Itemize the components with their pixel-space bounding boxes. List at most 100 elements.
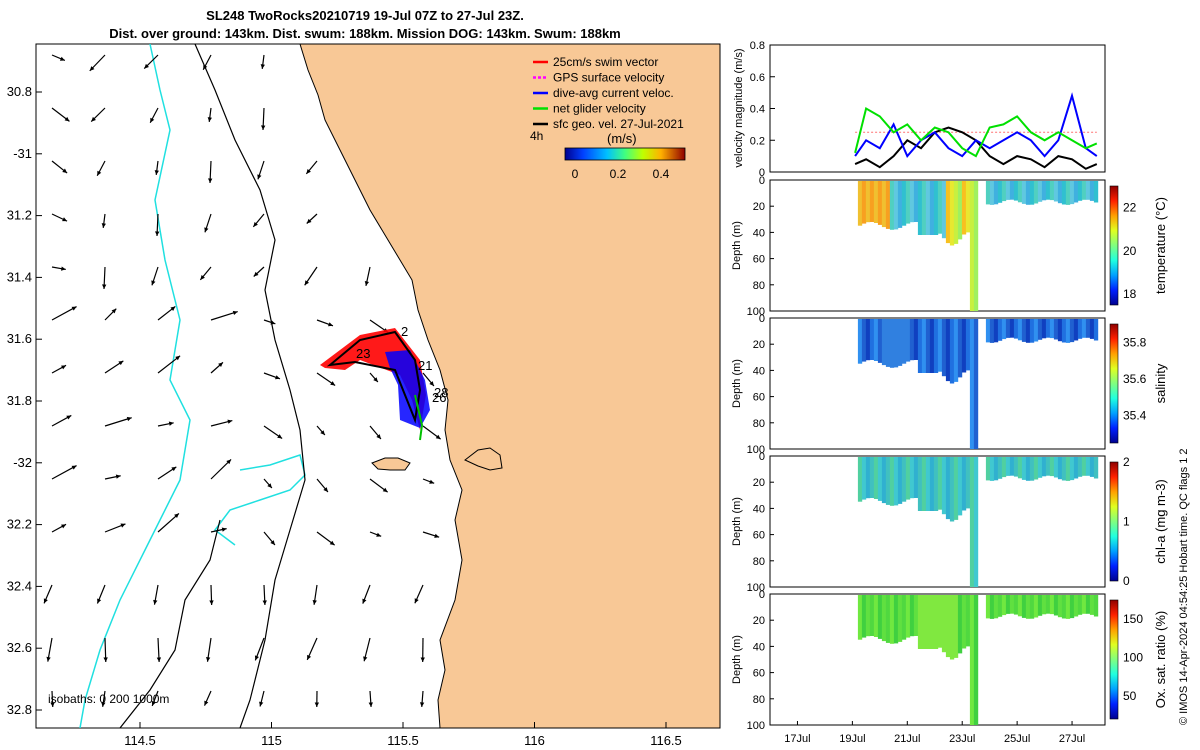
current-arrow-head: [368, 702, 373, 707]
date-tick-label: 21Jul: [894, 733, 920, 745]
current-arrow-head: [232, 310, 238, 316]
lat-tick-label: 31.8: [7, 393, 32, 408]
current-arrow-head: [362, 598, 367, 604]
current-arrow-head: [376, 532, 382, 537]
depth-tick-label: 20: [753, 339, 765, 351]
lon-tick-label: 115: [261, 733, 282, 748]
legend-time-label: 4h: [530, 129, 543, 143]
current-arrow-head: [329, 540, 335, 546]
current-arrow-head: [144, 63, 149, 69]
colorbar-tick-label: 0: [572, 167, 579, 181]
current-arrow-head: [267, 483, 272, 489]
velocity-tick-label: 0: [759, 167, 765, 179]
panel-colorbar: [1109, 461, 1119, 582]
velocity-axes: [769, 44, 1106, 173]
lon-tick-label: 115.5: [387, 733, 419, 748]
current-arrow-head: [254, 655, 259, 661]
legend-entry-label: dive-avg current veloc.: [553, 86, 674, 100]
depth-tick-label: 0: [759, 313, 765, 325]
current-arrow-head: [260, 64, 265, 69]
current-arrow-head: [60, 266, 66, 271]
current-arrow-head: [174, 513, 179, 519]
colorbar-label: chl-a (mg m-3): [1153, 479, 1168, 564]
current-arrow: [210, 311, 238, 321]
velocity-tick-label: 0.4: [750, 104, 765, 116]
depth-section-heatmap: [857, 595, 1099, 725]
depth-tick-label: 60: [753, 254, 765, 266]
current-arrow-head: [168, 421, 174, 426]
current-arrow-head: [314, 702, 320, 707]
current-arrow-head: [259, 701, 264, 707]
current-arrow-head: [414, 598, 419, 604]
imos-credit: © IMOS 14-Apr-2024 04:54:25 Hobart time.…: [1178, 448, 1190, 725]
map-legend: 25cm/s swim vector GPS surface velocitydi…: [533, 55, 684, 131]
current-arrow-head: [208, 178, 213, 183]
current-arrow-head: [253, 271, 259, 277]
current-arrow-head: [253, 221, 258, 227]
legend-entry-label: GPS surface velocity: [553, 71, 664, 85]
depth-tick-label: 0: [759, 451, 765, 463]
current-arrow-head: [101, 223, 106, 228]
current-arrow-head: [270, 320, 276, 325]
current-arrow: [104, 417, 132, 427]
current-arrow-head: [262, 600, 267, 605]
colorbar-tick-label: 50: [1123, 689, 1137, 703]
depth-tick-label: 60: [753, 668, 765, 680]
panel-colorbar: [1109, 185, 1119, 306]
current-arrow-head: [62, 217, 68, 222]
depth-tick-label: 20: [753, 477, 765, 489]
current-arrow-head: [218, 362, 223, 368]
depth-tick-label: 80: [753, 280, 765, 292]
current-arrow-head: [97, 170, 102, 176]
isobath-200m: [194, 44, 306, 728]
colorbar-unit: (m/s): [607, 131, 637, 146]
current-arrow-head: [115, 474, 121, 479]
depth-tick-label: 100: [747, 444, 765, 456]
glider-track: [320, 328, 430, 441]
lat-tick-label: 31.6: [7, 331, 32, 346]
track-day-label: 21: [418, 358, 432, 373]
depth-tick-label: 0: [759, 589, 765, 601]
current-arrow-head: [89, 66, 95, 71]
current-arrow-head: [435, 434, 441, 440]
current-arrow-head: [304, 280, 310, 286]
depth-tick-label: 40: [753, 365, 765, 377]
current-arrow-head: [226, 459, 232, 465]
current-arrow: [157, 355, 181, 374]
island: [371, 457, 411, 471]
current-arrow-head: [43, 598, 48, 604]
chart-title-line1: SL248 TwoRocks20210719 19-Jul 07Z to 27-…: [206, 8, 524, 23]
depth-section-heatmap: [857, 319, 1099, 449]
current-arrow-head: [204, 227, 209, 233]
depth-tick-label: 80: [753, 418, 765, 430]
colorbar-label: Ox. sat. ratio (%): [1153, 611, 1168, 709]
current-arrow-head: [363, 656, 368, 662]
panel-colorbar: [1109, 323, 1119, 444]
lon-tick-label: 116: [524, 733, 545, 748]
isobath-1000m: [213, 454, 306, 546]
current-arrow-head: [64, 116, 70, 122]
current-arrow: [210, 459, 232, 480]
velocity-tick-label: 0.6: [750, 72, 765, 84]
current-arrow-head: [156, 657, 162, 662]
lat-tick-label: 32.6: [7, 640, 32, 655]
depth-tick-label: 60: [753, 392, 765, 404]
lon-tick-label: 116.5: [650, 733, 682, 748]
velocity-series-line: [854, 106, 1098, 158]
date-tick-label: 19Jul: [839, 733, 865, 745]
depth-tick-label: 40: [753, 641, 765, 653]
lon-tick-label: 114.5: [124, 733, 156, 748]
current-arrow-head: [71, 306, 77, 311]
current-arrow-head: [434, 533, 440, 538]
current-arrow-head: [330, 381, 336, 386]
date-tick-label: 27Jul: [1059, 733, 1085, 745]
current-arrow-head: [306, 218, 312, 224]
current-arrow-head: [323, 487, 328, 493]
colorbar-tick-label: 18: [1123, 287, 1137, 301]
current-arrow-head: [62, 168, 68, 174]
lat-tick-label: 31.2: [7, 208, 32, 223]
depth-tick-label: 100: [747, 306, 765, 318]
current-arrow-head: [277, 434, 283, 439]
current-arrow-head: [71, 465, 77, 470]
